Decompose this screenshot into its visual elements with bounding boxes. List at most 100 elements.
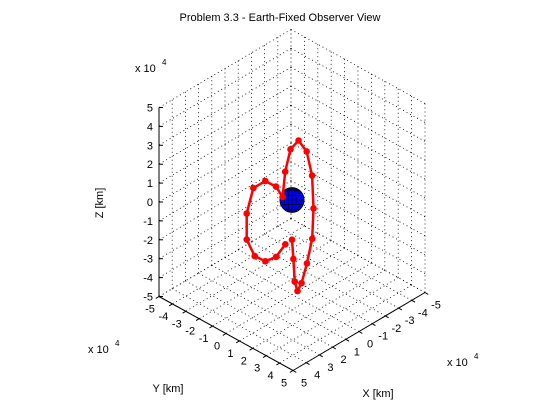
- grid-line-wallx-z: [158, 66, 292, 146]
- x-axis-label: X [km]: [362, 388, 393, 400]
- grid-line-wally-z: [290, 123, 426, 199]
- trajectory-point: [308, 235, 316, 243]
- y-tick-label: 5: [301, 378, 307, 390]
- z-tick-label: 4: [147, 121, 153, 133]
- trajectory-point: [272, 183, 280, 190]
- x-tick-mark: [235, 340, 240, 344]
- y-tick-label: 4: [314, 370, 320, 382]
- trajectory-point: [294, 287, 301, 295]
- y-axis-multiplier: x 10 4: [88, 339, 120, 356]
- grid-line-wallx-z: [158, 85, 292, 165]
- x-tick-label: 4: [268, 370, 274, 382]
- trajectory-point: [288, 236, 296, 243]
- grid-line-floor-y: [264, 233, 399, 309]
- z-tick-label: 5: [147, 103, 153, 115]
- chart-title: Problem 3.3 - Earth-Fixed Observer View: [180, 12, 381, 24]
- x-tick-label: -1: [199, 333, 209, 345]
- trajectory-point: [298, 279, 305, 287]
- trajectory-point: [281, 168, 289, 175]
- x-tick-label: 5: [281, 378, 287, 390]
- z-multiplier-exponent: 4: [162, 58, 167, 67]
- x-tick-label: -2: [185, 326, 195, 338]
- y-tick-mark: [371, 323, 376, 327]
- y-axis-label: Y [km]: [153, 383, 184, 395]
- grid-line-wally-z: [290, 29, 426, 104]
- y-tick-label: 1: [354, 346, 360, 358]
- trajectory-point: [303, 148, 310, 155]
- x-tick-mark: [222, 333, 227, 336]
- y-tick-label: -3: [405, 315, 415, 327]
- x-multiplier-exponent: 4: [474, 352, 479, 361]
- grid-line-floor-y: [238, 249, 373, 325]
- y-tick-label: -1: [378, 331, 388, 343]
- y-tick-mark: [345, 338, 350, 342]
- z-tick-label: -1: [143, 216, 153, 228]
- grid-line-wallx-z: [158, 180, 292, 260]
- trajectory-point: [310, 205, 317, 212]
- y-tick-mark: [305, 362, 310, 366]
- z-tick-label: -4: [143, 273, 153, 285]
- grid-line-wally-z: [290, 85, 426, 161]
- trajectory-point: [262, 257, 269, 265]
- trajectory: [243, 137, 317, 295]
- x-axis-multiplier: x 10 4: [447, 352, 479, 369]
- trajectory-point: [262, 177, 269, 185]
- y-tick-mark: [411, 299, 416, 303]
- grid-line-floor-x: [212, 247, 345, 327]
- y-tick-mark: [332, 346, 337, 350]
- x-tick-mark: [262, 355, 267, 359]
- x-tick-mark: [155, 296, 160, 299]
- earth-sphere: [279, 187, 305, 213]
- x-multiplier-label: x 10: [447, 357, 468, 369]
- x-tick-label: -4: [159, 311, 169, 323]
- grid-line-wally-z: [290, 199, 426, 274]
- grid-line-wally-z: [290, 142, 426, 218]
- x-tick-mark: [209, 325, 213, 329]
- y-tick-mark: [424, 292, 429, 295]
- trajectory-point: [290, 255, 297, 263]
- y-tick-mark: [398, 307, 403, 311]
- y-tick-mark: [358, 331, 363, 334]
- x-tick-label: 1: [227, 348, 233, 360]
- trajectory-point: [243, 210, 250, 217]
- trajectory-point: [250, 184, 257, 192]
- trajectory-point: [251, 252, 259, 260]
- grid-line-wallx-z: [158, 142, 292, 222]
- trajectory-point: [272, 253, 280, 261]
- x-tick-mark: [168, 303, 173, 307]
- x-tick-label: 2: [241, 355, 247, 367]
- grid-line-floor-x: [279, 284, 412, 364]
- grid-line-wallx-z: [158, 199, 292, 278]
- grid-line-floor-x: [239, 262, 372, 342]
- grid-line-floor-y: [251, 241, 386, 317]
- x-tick-label: 0: [214, 341, 220, 353]
- y-tick-mark: [292, 370, 297, 373]
- grid-line-floor-y: [277, 225, 412, 301]
- grid-line-floor-y: [185, 280, 320, 356]
- grid-line-floor-y: [172, 288, 307, 364]
- x-tick-mark: [249, 347, 254, 351]
- grid-line-wally-z: [290, 66, 426, 142]
- x-tick-label: -3: [172, 318, 182, 330]
- z-tick-label: 1: [147, 178, 153, 190]
- z-tick-label: 3: [147, 140, 153, 152]
- y-tick-label: -4: [418, 307, 428, 319]
- trajectory-line: [245, 139, 315, 293]
- trajectory-point: [243, 236, 251, 243]
- grid-line-floor-x: [172, 225, 305, 305]
- y-tick-label: 3: [327, 362, 333, 374]
- z-multiplier-label: x 10: [135, 63, 156, 75]
- y-multiplier-exponent: 4: [115, 339, 120, 348]
- grid-line-floor-y: [211, 264, 346, 340]
- grid-line-wallx-z: [158, 29, 292, 108]
- grid-line-wally-z: [290, 48, 426, 123]
- grid-line-floor-y: [224, 257, 360, 332]
- z-tick-label: 2: [147, 159, 153, 171]
- z-tick-label: -2: [143, 235, 153, 247]
- grid-line-wallx-z: [158, 104, 292, 184]
- y-multiplier-label: x 10: [88, 344, 109, 356]
- z-tick-label: -3: [143, 254, 153, 266]
- z-tick-label: 0: [147, 197, 153, 209]
- y-tick-label: -2: [392, 323, 402, 335]
- grid-line-wally-z: [290, 180, 426, 256]
